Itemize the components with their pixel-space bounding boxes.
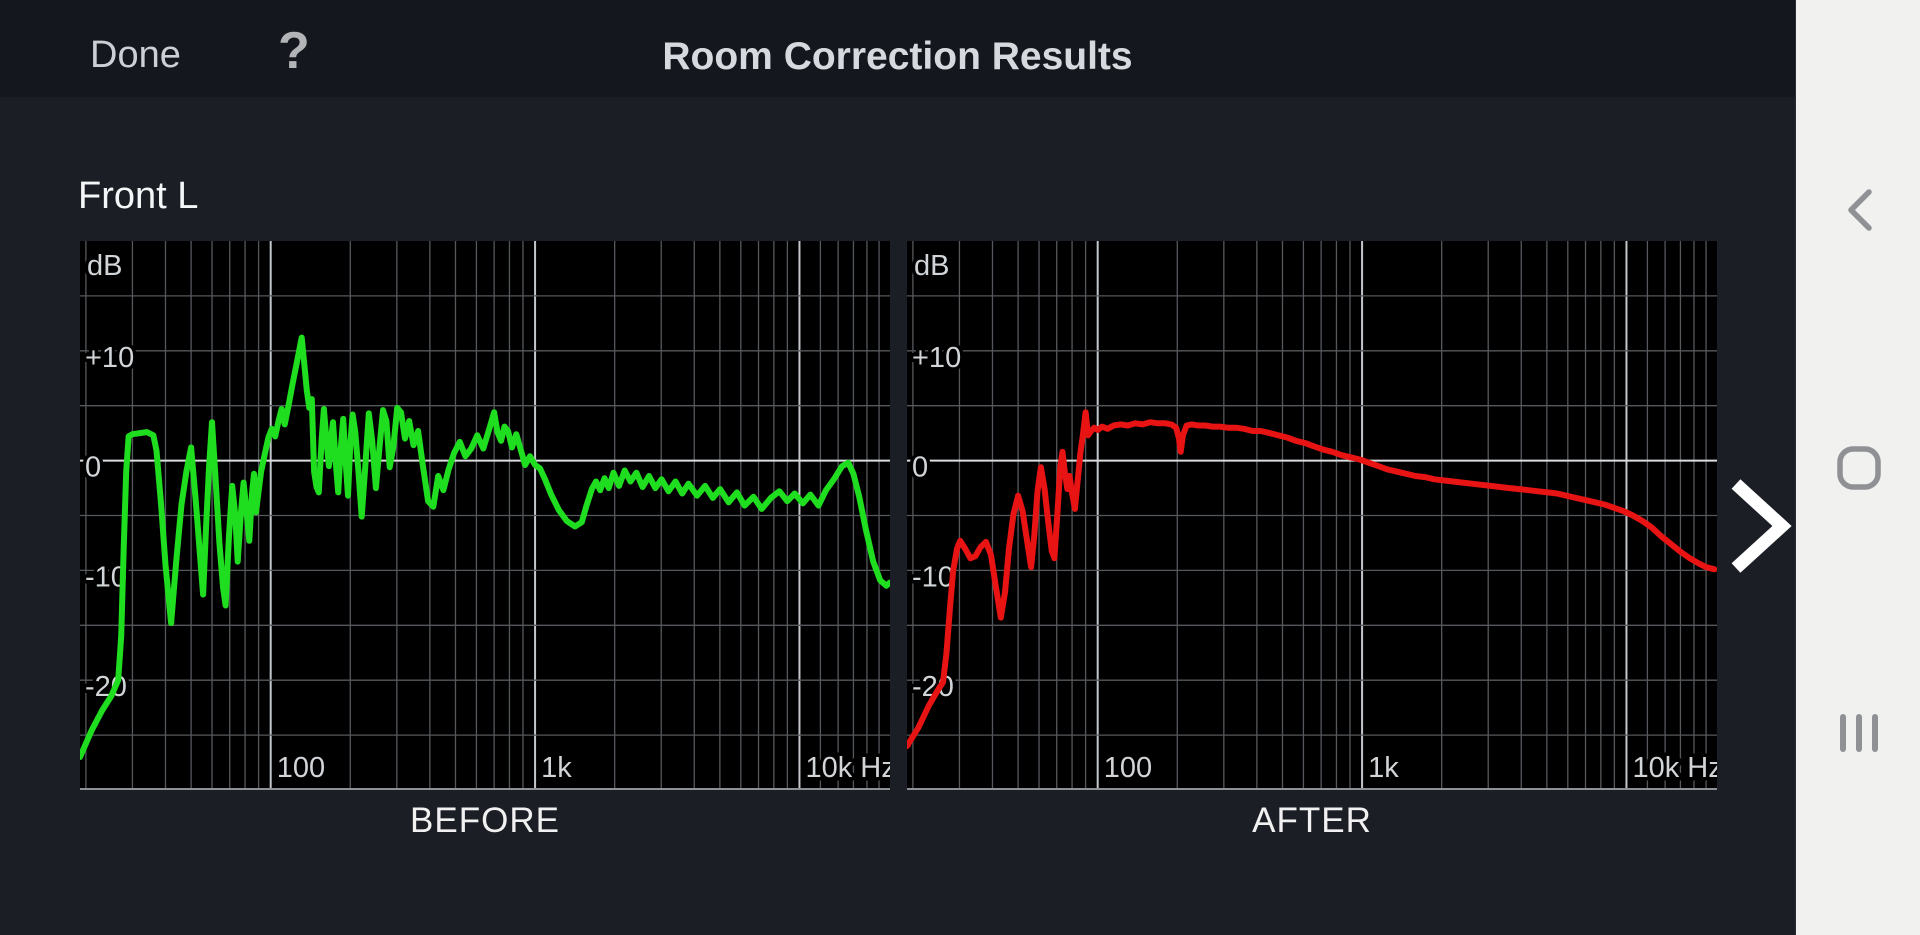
svg-text:dB: dB	[914, 250, 949, 282]
channel-label: Front L	[78, 175, 199, 217]
help-button[interactable]: ?	[278, 22, 310, 80]
svg-text:-10: -10	[912, 561, 954, 593]
nav-recents-button[interactable]	[1796, 691, 1920, 775]
svg-text:100: 100	[1104, 752, 1152, 784]
svg-text:1k: 1k	[1368, 752, 1399, 784]
before-caption: BEFORE	[410, 801, 560, 840]
svg-text:10k Hz: 10k Hz	[805, 752, 890, 784]
svg-text:0: 0	[85, 452, 101, 484]
page-title: Room Correction Results	[662, 35, 1133, 78]
svg-text:+10: +10	[85, 342, 134, 374]
chevron-left-icon	[1847, 189, 1872, 231]
recents-bars-icon	[1839, 714, 1878, 752]
nav-back-button[interactable]	[1796, 168, 1920, 252]
before-chart: dB +10 0 -10 -20 100 1k 10k Hz	[80, 241, 890, 790]
android-navigation-bar	[1795, 0, 1920, 935]
after-response-curve	[907, 409, 1717, 750]
after-caption: AFTER	[1252, 801, 1372, 840]
before-response-curve	[80, 334, 890, 761]
svg-text:0: 0	[912, 452, 928, 484]
svg-text:100: 100	[277, 752, 325, 784]
svg-text:dB: dB	[87, 250, 122, 282]
svg-text:1k: 1k	[541, 752, 572, 784]
topbar: Done ? Room Correction Results	[0, 0, 1795, 97]
done-button[interactable]: Done	[90, 34, 181, 76]
svg-text:+10: +10	[912, 342, 961, 374]
nav-home-button[interactable]	[1796, 426, 1920, 510]
after-chart-svg: dB +10 0 -10 -20 100 1k 10k Hz	[907, 241, 1717, 790]
home-squircle-icon	[1836, 446, 1881, 490]
next-channel-button[interactable]	[1720, 470, 1800, 582]
svg-text:-20: -20	[912, 671, 954, 703]
chevron-right-icon	[1731, 479, 1792, 573]
after-chart: dB +10 0 -10 -20 100 1k 10k Hz	[907, 241, 1717, 790]
svg-text:10k Hz: 10k Hz	[1632, 752, 1717, 784]
